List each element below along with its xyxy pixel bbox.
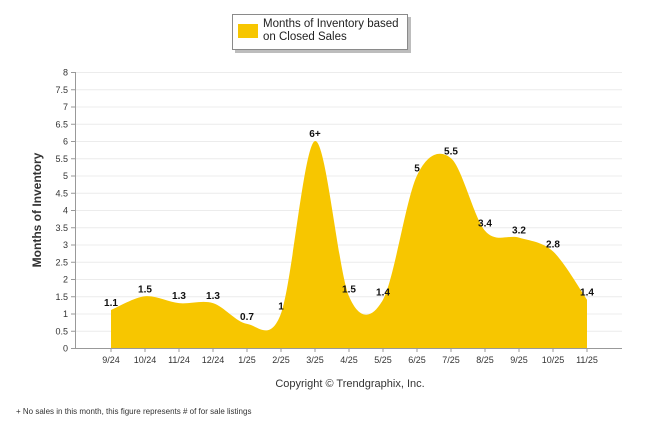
y-tick-label: 0.5 <box>55 326 68 336</box>
data-label: 1.4 <box>376 288 390 299</box>
x-tick-label: 7/25 <box>442 355 460 365</box>
y-tick-label: 5.5 <box>55 154 68 164</box>
data-label: 6+ <box>309 129 321 140</box>
footnote: + No sales in this month, this figure re… <box>16 407 252 416</box>
y-tick-label: 3 <box>63 240 68 250</box>
y-tick-label: 1 <box>63 309 68 319</box>
x-tick-label: 10/25 <box>542 355 565 365</box>
y-tick-label: 6.5 <box>55 119 68 129</box>
y-tick-label: 0 <box>63 344 68 354</box>
data-label: 3.2 <box>512 226 526 237</box>
data-labels: 1.1 1.5 1.3 1.3 0.7 1 6+ 1.5 1.4 5 5.5 3.4 3.2 2.8 1.4 <box>104 129 594 323</box>
y-tick-label: 7 <box>63 102 68 112</box>
x-tick-label: 4/25 <box>340 355 358 365</box>
x-axis-label: Copyright © Trendgraphix, Inc. <box>275 378 424 390</box>
data-label: 1 <box>278 302 284 313</box>
x-tick-label: 11/24 <box>168 355 190 365</box>
y-tick-label: 3.5 <box>55 223 68 233</box>
y-tick-label: 1.5 <box>55 292 68 302</box>
data-label: 1.1 <box>104 298 118 309</box>
x-tick-label: 10/24 <box>134 355 157 365</box>
y-tick-label: 7.5 <box>55 85 68 95</box>
data-label: 1.4 <box>580 288 594 299</box>
y-tick-label: 5 <box>63 171 68 181</box>
data-label: 3.4 <box>478 219 492 230</box>
y-tick-label: 6 <box>63 137 68 147</box>
inventory-area <box>111 140 587 348</box>
gridlines <box>75 72 622 332</box>
data-label: 2.8 <box>546 239 560 250</box>
x-tick-label: 6/25 <box>408 355 426 365</box>
y-axis-ticks: 0 0.5 1 1.5 2 2.5 3 3.5 4 4.5 5 5.5 6 6.5 7 7.5 8 <box>55 68 75 354</box>
y-tick-label: 2.5 <box>55 257 68 267</box>
y-axis-label: Months of Inventory <box>30 152 44 267</box>
x-tick-label: 11/25 <box>576 355 598 365</box>
data-label: 5.5 <box>444 146 458 157</box>
data-label: 5 <box>414 164 420 175</box>
data-label: 1.3 <box>172 291 186 302</box>
x-tick-label: 3/25 <box>306 355 324 365</box>
x-tick-label: 1/25 <box>238 355 256 365</box>
x-axis-ticks: 9/24 10/24 11/24 12/24 1/25 2/25 3/25 4/25 5/25 6… <box>102 348 598 365</box>
data-label: 0.7 <box>240 312 254 323</box>
legend-label: Months of Inventory based on Closed Sale… <box>263 18 399 43</box>
legend-swatch <box>238 24 258 38</box>
y-tick-label: 2 <box>63 275 68 285</box>
data-label: 1.3 <box>206 291 220 302</box>
x-tick-label: 8/25 <box>476 355 494 365</box>
legend: Months of Inventory based on Closed Sale… <box>232 14 408 50</box>
y-tick-label: 4 <box>63 206 68 216</box>
data-label: 1.5 <box>138 284 152 295</box>
x-tick-label: 5/25 <box>374 355 392 365</box>
x-tick-label: 9/24 <box>102 355 120 365</box>
x-tick-label: 2/25 <box>272 355 290 365</box>
x-tick-label: 9/25 <box>510 355 528 365</box>
y-tick-label: 8 <box>63 68 68 78</box>
data-label: 1.5 <box>342 284 356 295</box>
x-tick-label: 12/24 <box>202 355 225 365</box>
y-tick-label: 4.5 <box>55 188 68 198</box>
